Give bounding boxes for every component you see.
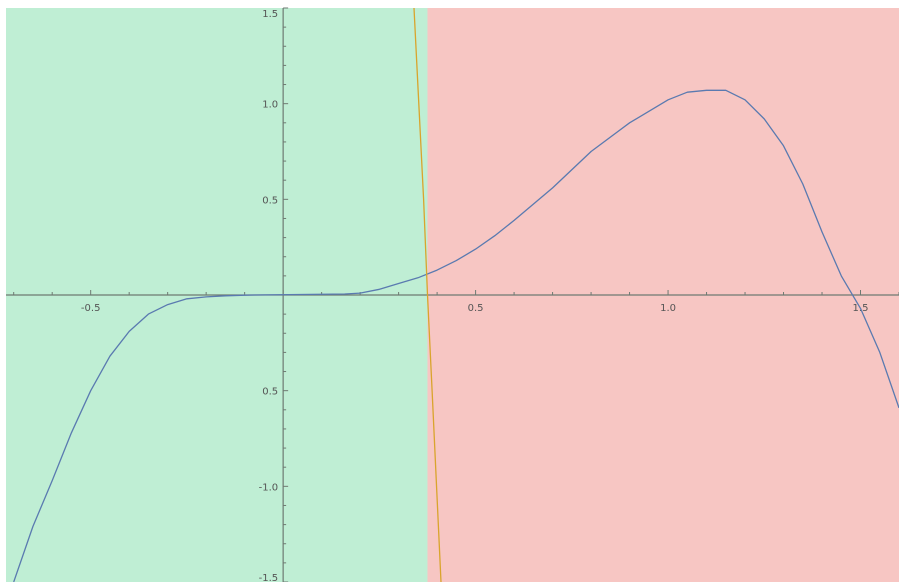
y-tick-label: 0.5 (262, 195, 278, 206)
y-ticks: 1.5 1.0 0.5 0.5 -1.0 -1.5 (259, 7, 289, 582)
y-tick-label: -1.0 (259, 482, 279, 493)
series-line-1 (413, 7, 442, 582)
y-tick-label: -1.5 (259, 573, 279, 582)
x-tick-label: 1.0 (660, 303, 676, 314)
x-tick-label: -0.5 (81, 303, 101, 314)
x-tick-label: 0.5 (468, 303, 484, 314)
y-tick-label: 1.0 (262, 100, 278, 111)
series-group (13, 7, 899, 582)
y-tick-label: 0.5 (262, 387, 278, 398)
series-line-0 (13, 89, 899, 582)
y-tick-label: 1.5 (262, 9, 278, 20)
